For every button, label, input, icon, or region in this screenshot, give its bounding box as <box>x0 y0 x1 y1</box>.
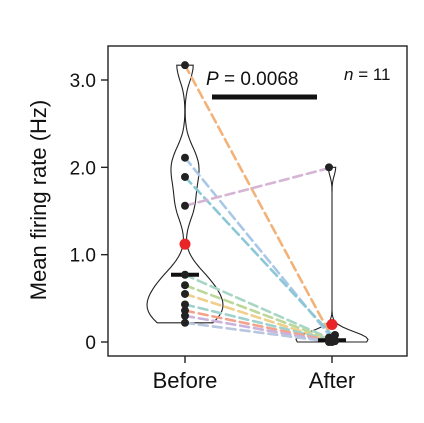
y-axis: 0 1.0 2.0 3.0 <box>70 71 108 354</box>
point-before-9 <box>181 311 189 320</box>
pair-line-4 <box>183 273 334 341</box>
x-tick-label-1: After <box>309 368 355 393</box>
p-value-symbol: P <box>206 69 219 90</box>
point-before-4 <box>181 270 189 279</box>
violin-group <box>146 64 369 343</box>
y-tick-label-0: 0 <box>85 333 96 354</box>
violin-after <box>295 166 369 343</box>
pair-line-7 <box>183 303 334 342</box>
pair-line-3 <box>183 166 334 208</box>
pair-line-1 <box>183 156 334 340</box>
p-value-annotation: P = 0.0068 <box>206 69 298 90</box>
mean-marker-before <box>179 238 191 250</box>
point-before-2 <box>181 172 189 181</box>
point-before-6 <box>181 289 189 298</box>
point-after-3 <box>325 163 333 172</box>
point-before-3 <box>181 201 189 210</box>
pair-line-10 <box>183 321 334 344</box>
y-tick-label-1: 1.0 <box>70 246 96 267</box>
points-group <box>171 61 346 346</box>
x-axis: Before After <box>153 356 355 393</box>
point-before-10 <box>181 318 189 327</box>
p-value-text: = 0.0068 <box>219 69 299 90</box>
mean-marker-after <box>326 319 338 331</box>
point-before-1 <box>181 153 189 162</box>
point-after-10 <box>328 338 336 346</box>
y-tick-label-2: 2.0 <box>70 158 96 179</box>
pair-lines-group <box>183 63 334 344</box>
x-tick-label-0: Before <box>153 368 218 393</box>
point-before-5 <box>181 281 189 290</box>
pair-line-0 <box>183 63 334 339</box>
n-annotation: n = 11 <box>344 65 391 84</box>
pair-line-8 <box>183 309 334 343</box>
y-axis-title: Mean firing rate (Hz) <box>26 100 51 301</box>
plot-frame <box>107 45 408 357</box>
pair-line-5 <box>183 283 334 342</box>
y-tick-label-3: 3.0 <box>70 71 96 92</box>
pair-line-2 <box>183 175 334 337</box>
point-before-7 <box>181 300 189 309</box>
point-before-0 <box>181 61 189 70</box>
n-text: = 11 <box>353 65 390 84</box>
n-symbol: n <box>344 65 353 84</box>
pair-line-9 <box>183 314 334 344</box>
